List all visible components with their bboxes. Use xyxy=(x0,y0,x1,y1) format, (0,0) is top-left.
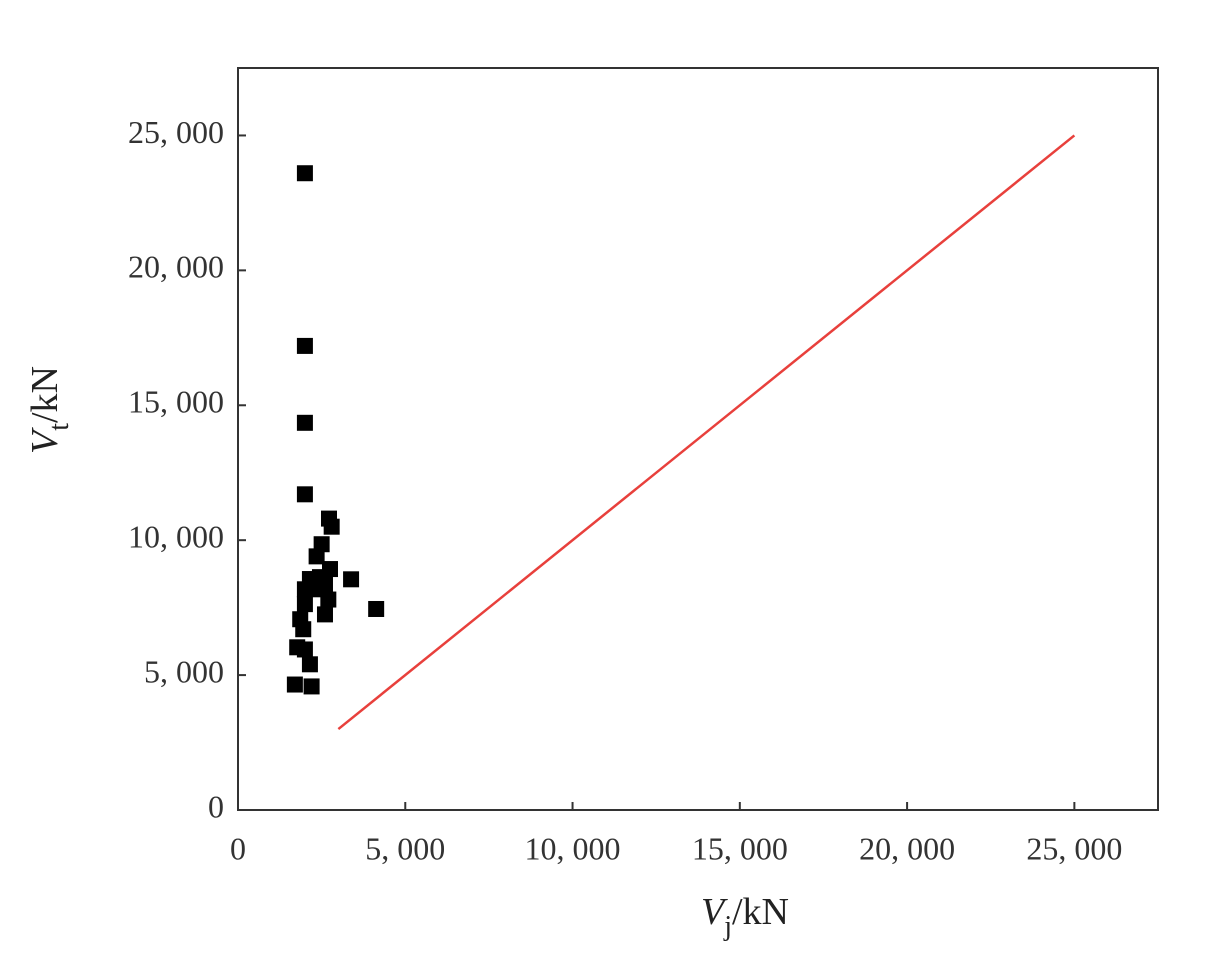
x-tick-label: 20, 000 xyxy=(859,830,955,866)
x-tick-label: 25, 000 xyxy=(1026,830,1122,866)
marker xyxy=(303,678,320,695)
marker xyxy=(296,641,313,658)
marker xyxy=(323,518,340,535)
y-axis-label: Vt/kN xyxy=(24,366,76,454)
marker xyxy=(308,548,325,565)
marker xyxy=(320,591,337,608)
marker xyxy=(316,606,333,623)
plot-frame xyxy=(237,67,1159,811)
x-tick-label: 0 xyxy=(230,830,246,866)
marker xyxy=(343,571,360,588)
marker xyxy=(311,569,328,586)
marker xyxy=(313,536,330,553)
reference-line xyxy=(337,134,1076,731)
y-tick-label: 10, 000 xyxy=(128,519,224,555)
marker xyxy=(301,656,318,673)
y-tick-label: 20, 000 xyxy=(128,249,224,285)
y-tick-label: 15, 000 xyxy=(128,384,224,420)
x-tick-label: 10, 000 xyxy=(525,830,621,866)
x-tick-label: 15, 000 xyxy=(692,830,788,866)
x-label-subscript: j xyxy=(723,911,732,942)
marker xyxy=(296,581,313,598)
x-axis-label: Vj/kN xyxy=(701,891,789,943)
marker xyxy=(296,165,313,182)
x-label-symbol: V xyxy=(701,891,728,933)
marker xyxy=(296,486,313,503)
marker xyxy=(296,414,313,431)
x-tick-label: 5, 000 xyxy=(365,830,445,866)
y-label-unit: /kN xyxy=(24,366,66,423)
x-label-unit: /kN xyxy=(732,891,789,933)
y-label-subscript: t xyxy=(44,423,75,431)
y-tick-label: 5, 000 xyxy=(144,653,224,689)
marker xyxy=(296,337,313,354)
y-tick-label: 0 xyxy=(208,788,224,824)
y-tick-label: 25, 000 xyxy=(128,114,224,150)
y-label-symbol: V xyxy=(24,427,66,454)
marker xyxy=(296,596,313,613)
marker xyxy=(368,600,385,617)
marker xyxy=(286,676,303,693)
marker xyxy=(295,621,312,638)
